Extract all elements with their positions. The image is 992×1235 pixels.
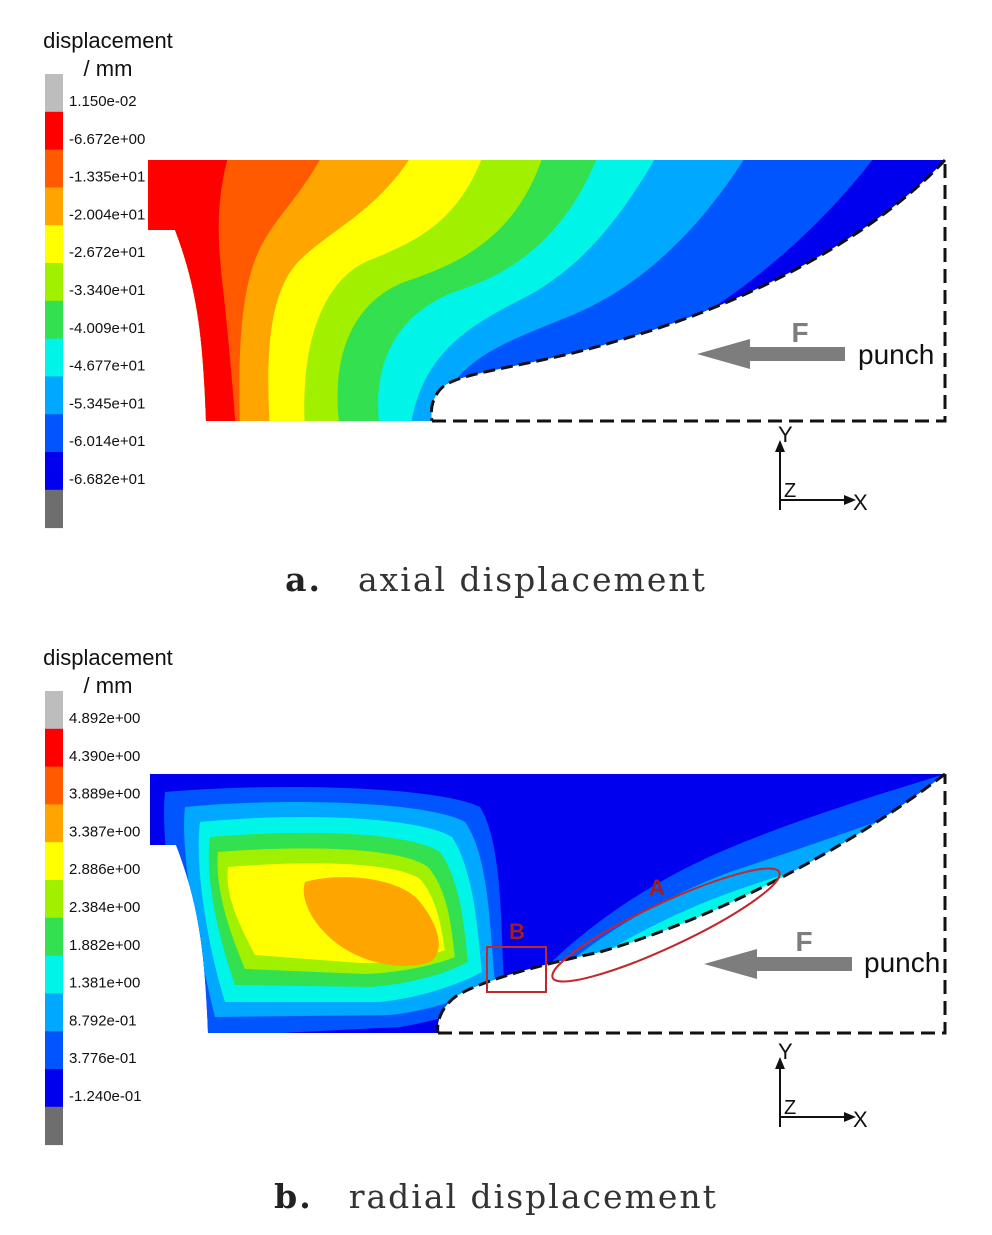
legend-swatch: [45, 993, 63, 1032]
legend-value: -6.014e+01: [69, 433, 145, 450]
deformed-boundary-dashed: [436, 772, 946, 1034]
radial-contour-bands: [150, 774, 945, 1033]
figure-caption-b: b. radial displacement: [0, 1177, 992, 1216]
legend-swatch: [45, 1031, 63, 1070]
legend-swatch: [45, 263, 63, 302]
axial-contour-figure: displacement / mm 1.150e-02 -6.672e+00 -1.…: [43, 28, 947, 529]
legend-value: -1.240e-01: [69, 1088, 142, 1105]
axis-y-label: Y: [778, 1039, 793, 1064]
caption-text: axial displacement: [358, 560, 707, 599]
legend-swatch: [45, 955, 63, 994]
legend-value: 2.886e+00: [69, 861, 140, 878]
legend-value: 3.776e-01: [69, 1050, 137, 1067]
punch-outline-dashed: [438, 774, 947, 1035]
punch-label: punch: [864, 947, 940, 978]
legend-swatch: [45, 691, 63, 730]
legend-swatch: [45, 728, 63, 768]
legend-swatch: [45, 804, 63, 843]
legend-value: -1.335e+01: [69, 169, 145, 186]
axis-x-label: X: [853, 490, 868, 515]
legend-swatch: [45, 149, 63, 188]
legend-value: -4.677e+01: [69, 358, 145, 375]
legend-swatch: [45, 111, 63, 151]
legend-swatch: [45, 300, 63, 340]
legend-unit: / mm: [84, 673, 133, 698]
legend-value: 4.892e+00: [69, 710, 140, 727]
region-b-box: [486, 946, 547, 993]
legend-swatch: [45, 376, 63, 415]
coordinate-axes: [775, 1057, 856, 1127]
figure-caption-a: a. axial displacement: [0, 560, 992, 599]
panel-radial-displacement: displacement / mm 4.892e+00 4.390e+00 3.88…: [0, 617, 992, 1235]
caption-text: radial displacement: [348, 1177, 718, 1216]
radial-contour-figure: displacement / mm 4.892e+00 4.390e+00 3.88…: [43, 645, 947, 1146]
legend-value: 8.792e-01: [69, 1012, 137, 1029]
marker-a-label: A: [649, 875, 665, 900]
legend-swatch: [45, 766, 63, 805]
legend-title: displacement: [43, 645, 173, 670]
force-arrow: [704, 949, 852, 979]
legend-value: -5.345e+01: [69, 395, 145, 412]
legend-value: 2.384e+00: [69, 899, 140, 916]
legend-value: 3.889e+00: [69, 786, 140, 803]
legend-value: 1.150e-02: [69, 93, 137, 110]
legend-value: 3.387e+00: [69, 823, 140, 840]
legend-swatch: [45, 74, 63, 113]
coordinate-axes: [775, 440, 856, 510]
punch-label: punch: [858, 339, 934, 370]
legend-value: -2.004e+01: [69, 206, 145, 223]
legend-swatch: [45, 225, 63, 264]
legend-value: 1.882e+00: [69, 937, 140, 954]
region-a-ellipse: [551, 867, 781, 983]
axis-z-label: Z: [784, 480, 796, 502]
legend-swatch: [45, 880, 63, 919]
deformed-boundary-dashed: [429, 158, 947, 422]
force-label: F: [795, 926, 812, 957]
legend-swatch: [45, 414, 63, 453]
legend-swatch: [45, 489, 63, 529]
legend-swatch: [45, 1069, 63, 1108]
legend-value: -2.672e+01: [69, 244, 145, 261]
legend-swatch: [45, 187, 63, 226]
legend-swatch: [45, 338, 63, 377]
legend-value: 4.390e+00: [69, 748, 140, 765]
caption-letter: a.: [285, 560, 322, 599]
caption-letter: b.: [274, 1177, 313, 1216]
legend-swatch: [45, 917, 63, 957]
axis-z-label: Z: [784, 1097, 796, 1119]
legend-unit: / mm: [84, 56, 133, 81]
force-label: F: [791, 317, 808, 348]
axis-x-label: X: [853, 1107, 868, 1132]
legend-swatch: [45, 842, 63, 881]
legend-value: -6.672e+00: [69, 131, 145, 148]
legend-swatch: [45, 1106, 63, 1146]
color-legend: 4.892e+00 4.390e+00 3.889e+00 3.387e+00 2.88…: [45, 691, 142, 1146]
marker-b-label: B: [509, 919, 525, 944]
punch-outline-dashed: [432, 160, 947, 423]
legend-value: -6.682e+01: [69, 471, 145, 488]
panel-axial-displacement: displacement / mm 1.150e-02 -6.672e+00 -1.…: [0, 0, 992, 617]
legend-value: -3.340e+01: [69, 282, 145, 299]
legend-swatch: [45, 452, 63, 491]
color-legend: 1.150e-02 -6.672e+00 -1.335e+01 -2.004e+01 -…: [45, 74, 145, 529]
axis-y-label: Y: [778, 422, 793, 447]
legend-value: -4.009e+01: [69, 320, 145, 337]
force-arrow: [697, 339, 845, 369]
legend-value: 1.381e+00: [69, 975, 140, 992]
legend-title: displacement: [43, 28, 173, 53]
